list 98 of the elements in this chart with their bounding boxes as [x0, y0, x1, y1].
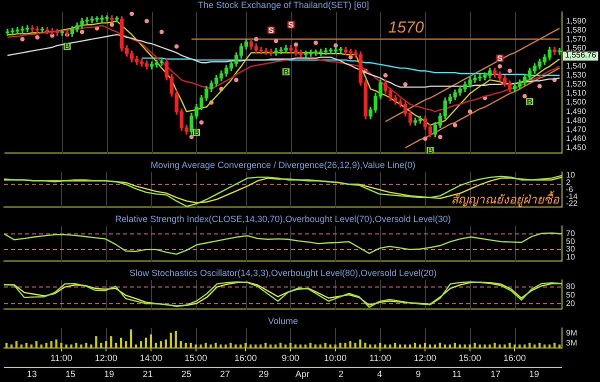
point: [20, 36, 25, 42]
y-tick-label: 10: [566, 170, 576, 180]
point: [403, 82, 408, 87]
point: [274, 38, 278, 44]
y-tick-label: 1,580: [566, 25, 587, 34]
y-tick-label: -22: [566, 198, 578, 208]
series-label: S: [497, 54, 504, 63]
y-tick-label: 1,480: [566, 116, 587, 125]
text: 19: [104, 368, 114, 379]
x-tick-label: 11:00: [369, 353, 392, 364]
y-tick-label: 1,570: [566, 34, 587, 44]
text: 19: [529, 368, 540, 379]
point: [438, 134, 442, 140]
point: [508, 68, 512, 74]
x-tick-label: 12:00: [94, 353, 118, 364]
y-tick-label: 30: [566, 244, 576, 254]
text: 1,556.76: [565, 50, 597, 60]
text: 15: [66, 368, 76, 379]
x-tick-label: 9:00: [282, 353, 300, 364]
text: B: [64, 42, 70, 52]
text: 21: [142, 368, 153, 379]
chart-title: Moving Average Convergence / Divergence(26,12,9),Value Line(0): [150, 160, 416, 170]
text: 4: [377, 368, 382, 379]
point: [522, 94, 527, 98]
y-tick-label: 1,530: [566, 70, 587, 80]
text: 25: [181, 368, 192, 379]
y-tick-label: 80: [566, 282, 576, 292]
text: 9: [416, 368, 421, 379]
point: [254, 36, 258, 42]
text: 13: [26, 368, 37, 379]
point: [199, 120, 204, 125]
y-tick-label: -14: [566, 192, 578, 201]
x-tick-label: 12:00: [414, 353, 436, 364]
point: [130, 12, 134, 16]
point: [294, 42, 298, 47]
text: B: [283, 67, 289, 76]
point: [452, 122, 458, 128]
x-tick-label: 16:00: [503, 353, 526, 364]
text: S: [288, 20, 294, 30]
y-tick-label: 20: [566, 298, 576, 308]
x-tick-label: 15:00: [458, 353, 482, 364]
point: [110, 22, 114, 27]
point: [189, 134, 194, 140]
point: [423, 136, 428, 141]
candlestick: [110, 15, 114, 22]
text: 29: [258, 368, 269, 379]
point: [314, 40, 318, 45]
text: Apr: [295, 368, 310, 379]
y-tick-label: 50: [566, 290, 576, 300]
point: [174, 44, 179, 49]
point: [537, 84, 542, 88]
text: 17: [490, 368, 500, 379]
point: [144, 18, 149, 24]
y-tick-label: 1,460: [566, 134, 587, 143]
y-tick-label: 50: [566, 236, 576, 246]
chart-title: Volume: [268, 316, 298, 326]
text: 2: [338, 368, 344, 379]
y-tick-label: 1,470: [566, 124, 587, 134]
y-tick-label: 10: [566, 252, 576, 262]
y-tick-label: 1,540: [566, 62, 587, 71]
point: [498, 64, 502, 69]
point: [468, 109, 472, 114]
x-tick-label: 14:00: [140, 353, 162, 364]
y-tick-label: 70: [566, 229, 576, 238]
y-tick-label: 1,560: [566, 43, 587, 52]
point: [348, 55, 353, 60]
text: B: [427, 146, 434, 156]
point: [334, 43, 338, 48]
x-tick-label: 10:00: [324, 353, 347, 364]
y-tick-label: 1,500: [566, 98, 587, 107]
point: [383, 73, 388, 78]
annotation: 1570: [388, 20, 424, 37]
y-tick-label: 1,510: [566, 88, 587, 98]
text: B: [526, 97, 533, 106]
series-label: B: [194, 128, 200, 138]
chart-title: Slow Stochastics Oscillator(14,3,3),Overbought Level(80),Oversold Level(20): [129, 268, 437, 278]
point: [234, 78, 238, 82]
text: 11: [452, 368, 462, 379]
candlestick: [558, 48, 562, 55]
chart-title: Relative Strength Index(CLOSE,14,30,70),Overbought Level(70),Oversold Level(30): [115, 214, 451, 224]
point: [35, 35, 40, 40]
text: 27: [220, 368, 230, 379]
y-tick-label: 1,590: [566, 16, 587, 26]
y-tick-label: -6: [566, 184, 574, 194]
y-tick-label: 1,520: [566, 80, 587, 89]
y-tick-label: 3M: [566, 338, 578, 348]
chart-title: The Stock Exchange of Thailand(SET) [60]: [198, 0, 369, 10]
text: S: [268, 26, 274, 35]
x-tick-label: 16:00: [234, 353, 257, 364]
y-tick-label: 1,450: [566, 142, 587, 152]
x-tick-label: 15:00: [184, 353, 208, 364]
y-tick-label: 2: [566, 178, 571, 187]
annotation: สัญญาณยังอยู่ฝ่ายซื้อ: [451, 190, 560, 208]
y-tick-label: 1,490: [566, 106, 587, 116]
point: [80, 30, 84, 34]
y-tick-label: 9M: [566, 328, 578, 338]
point: [159, 30, 164, 34]
x-tick-label: 11:00: [50, 353, 72, 364]
